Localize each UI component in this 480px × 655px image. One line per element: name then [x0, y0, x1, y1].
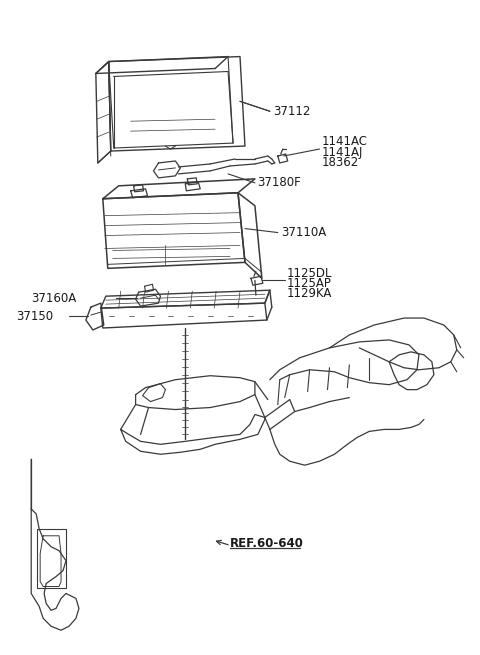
Text: 18362: 18362 — [322, 157, 359, 170]
Text: 1125AP: 1125AP — [287, 277, 332, 290]
Text: 37180F: 37180F — [257, 176, 300, 189]
Text: 1141AC: 1141AC — [322, 134, 368, 147]
Text: 1141AJ: 1141AJ — [322, 145, 363, 159]
Text: REF.60-640: REF.60-640 — [230, 537, 304, 550]
Text: 1129KA: 1129KA — [287, 287, 332, 300]
Text: 37110A: 37110A — [281, 226, 326, 239]
Text: 1125DL: 1125DL — [287, 267, 332, 280]
Text: 37112: 37112 — [273, 105, 310, 118]
Text: 37150: 37150 — [16, 310, 53, 322]
Text: 37160A: 37160A — [31, 291, 76, 305]
